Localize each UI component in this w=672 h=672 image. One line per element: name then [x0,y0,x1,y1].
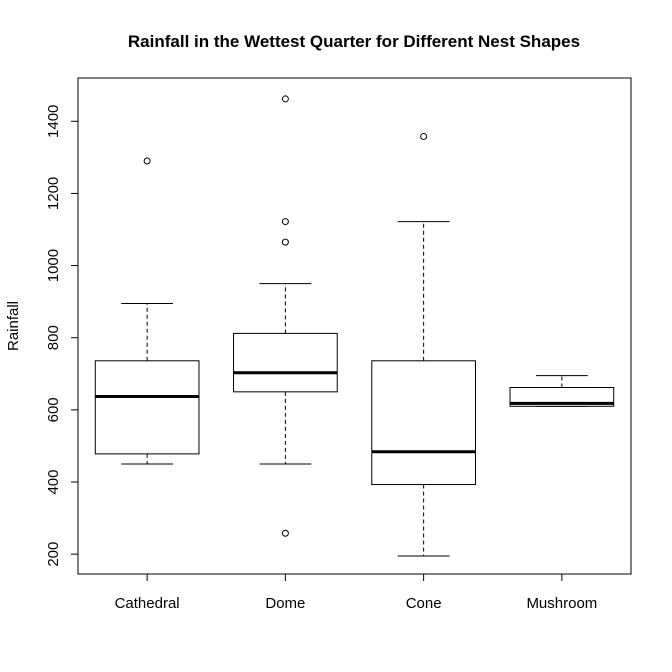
chart-title: Rainfall in the Wettest Quarter for Diff… [128,32,580,51]
y-tick-label: 400 [45,469,62,494]
outlier-point [281,95,289,103]
x-tick-label: Mushroom [526,595,597,612]
y-tick-label: 600 [45,397,62,422]
y-tick-label: 1200 [45,177,62,210]
iqr-box [509,387,615,407]
plot-frame [77,77,632,575]
y-tick-label: 1000 [45,249,62,282]
y-axis-label: Rainfall [5,301,22,351]
box-dome [233,95,338,537]
iqr-box [371,360,476,486]
box-mushroom [509,375,615,407]
box-cathedral [94,157,200,465]
outlier-point [420,132,428,140]
iqr-box [94,360,200,455]
y-tick-label: 200 [45,542,62,567]
boxes-layer [94,95,615,557]
iqr-box [233,332,338,393]
outlier-point [281,238,289,246]
y-axis: 200 400 600 800 1000 1200 1400 [45,105,79,567]
y-tick-label: 800 [45,325,62,350]
y-tick-label: 1400 [45,105,62,138]
box-cone [371,132,476,557]
x-axis: Cathedral Dome Cone Mushroom [115,573,597,612]
x-tick-label: Cone [406,595,442,612]
outlier-point [143,157,151,165]
outlier-point [281,529,289,537]
x-tick-label: Cathedral [115,595,180,612]
x-tick-label: Dome [265,595,305,612]
outlier-point [281,218,289,226]
